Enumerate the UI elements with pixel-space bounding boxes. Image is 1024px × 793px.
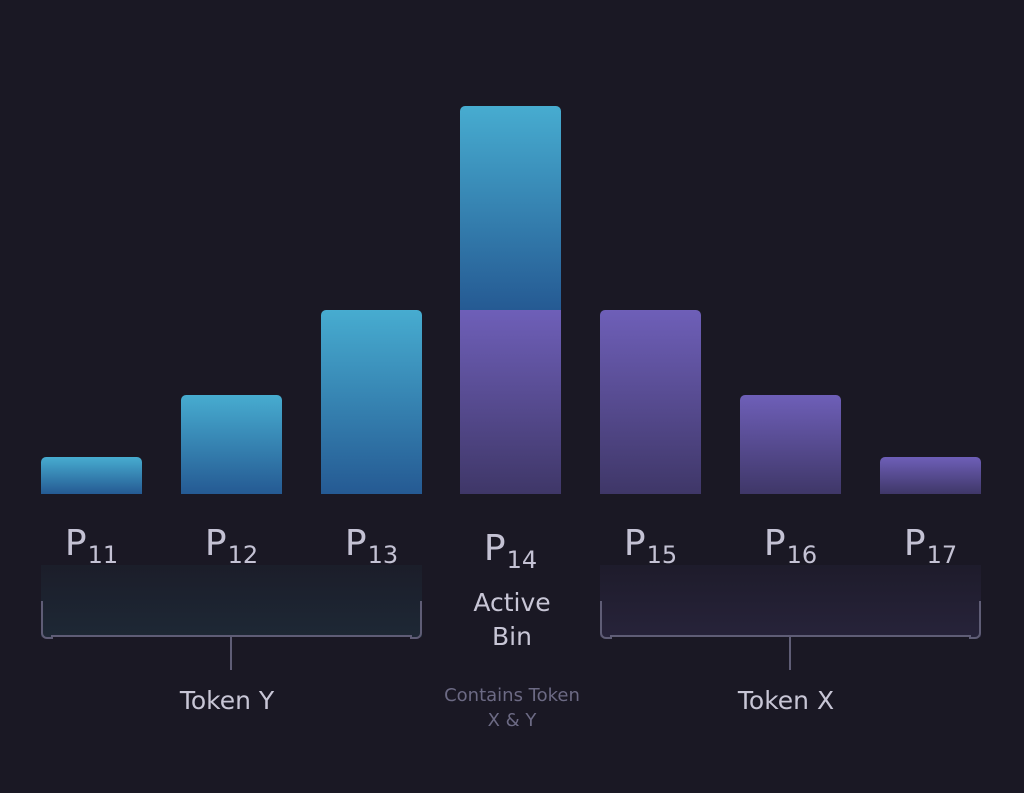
contains-note-line2: X & Y [487,710,537,731]
token-x-bracket-line [610,635,971,637]
bin-13-token-y-bar [321,310,422,494]
token-x-bracket-stem [789,637,791,670]
price-symbol: P [64,523,87,564]
token-x-label: Token X [737,686,835,715]
bin-14-token-y-bar [460,105,561,310]
token-y-bracket-line [51,635,412,637]
active-bin-line2: Bin [492,622,532,651]
price-symbol: P [344,523,367,564]
contains-note: Contains Token X & Y [392,683,632,733]
bin-price-label: P17 [880,522,981,577]
price-symbol: P [483,528,506,569]
price-index: 15 [646,541,678,569]
price-symbol: P [763,523,786,564]
bin-price-label: P14 [460,527,561,582]
bin-price-label: P15 [600,522,701,577]
price-index: 13 [367,541,399,569]
bin-price-label: P11 [41,522,142,577]
active-bin-label: Active Bin [412,586,612,654]
bin-price-label: P12 [181,522,282,577]
bin-16-token-x-bar [740,394,841,494]
bin-12-token-y-bar [181,394,282,494]
token-y-label: Token Y [179,686,275,715]
price-symbol: P [204,523,227,564]
bin-price-label: P13 [321,522,422,577]
price-index: 16 [786,541,818,569]
token-y-bracket-stem [230,637,232,670]
bin-price-label: P16 [740,522,841,577]
token-x-bracket [600,565,981,639]
contains-note-line1: Contains Token [444,685,580,706]
price-symbol: P [623,523,646,564]
token-y-bracket [41,565,422,639]
bin-15-token-x-bar [600,310,701,494]
price-index: 17 [926,541,958,569]
price-index: 11 [87,541,119,569]
bin-11-token-y-bar [41,457,142,494]
active-bin-line1: Active [473,588,551,617]
price-index: 12 [227,541,259,569]
price-index: 14 [506,546,538,574]
bin-14-token-x-bar [460,310,561,494]
bin-17-token-x-bar [880,457,981,494]
price-symbol: P [903,523,926,564]
